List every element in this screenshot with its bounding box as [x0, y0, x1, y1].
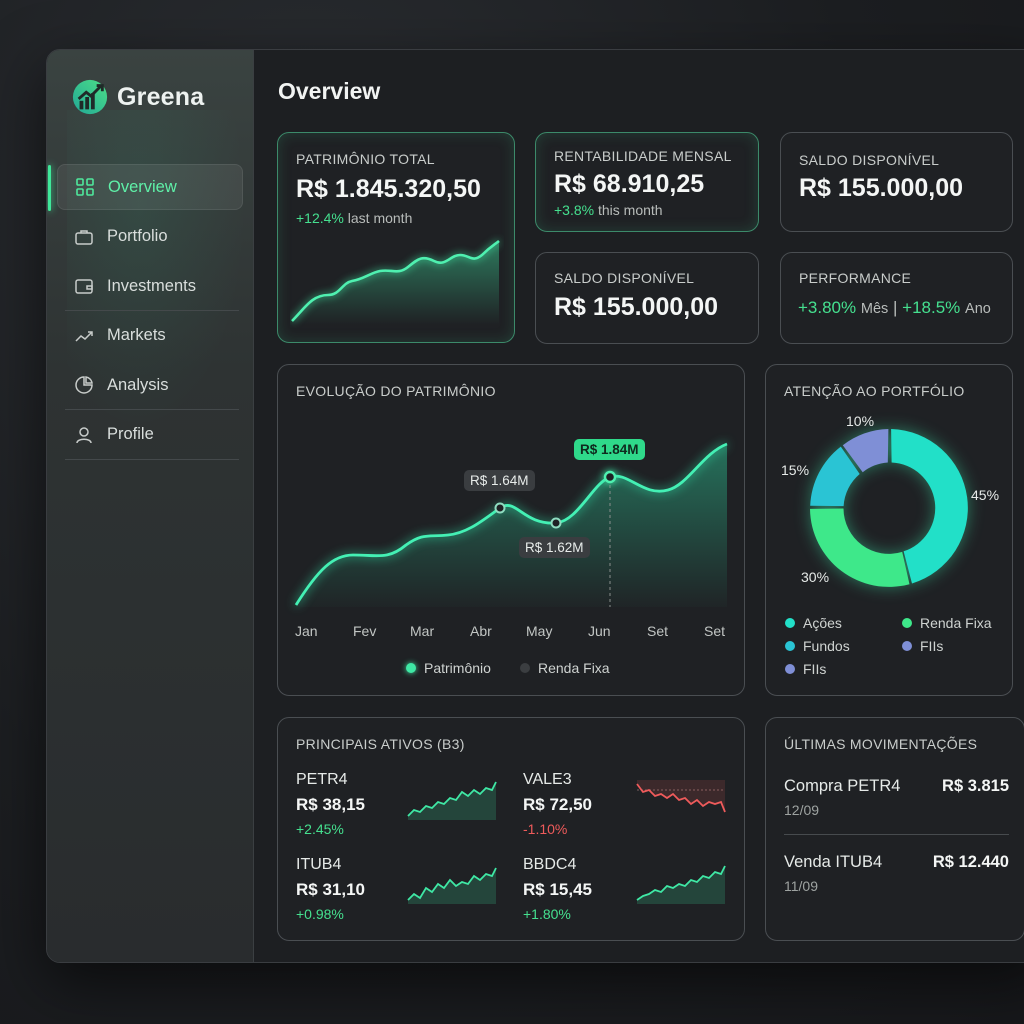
sidebar-item-label: Analysis	[107, 375, 169, 394]
app-window: Greena Overview Portfolio Investments	[46, 49, 1024, 963]
x-tick: Abr	[470, 623, 492, 639]
ativos-title: PRINCIPAIS ATIVOS (B3)	[296, 736, 465, 752]
legend-fundos[interactable]: Fundos	[785, 638, 850, 654]
saldo-card-secondary[interactable]: SALDO DISPONÍVEL R$ 155.000,00	[535, 252, 759, 344]
asset-itub4[interactable]: ITUB4 R$ 31,10 +0.98%	[296, 856, 365, 922]
slice-45	[891, 429, 968, 584]
movimentacoes-title: ÚLTIMAS MOVIMENTAÇÕES	[784, 736, 978, 752]
sidebar-item-portfolio[interactable]: Portfolio	[57, 214, 243, 260]
main-content: Overview PATRIMÔNIO TOTAL R$ 1.845.320,5…	[254, 50, 1024, 962]
sidebar-item-label: Overview	[108, 177, 177, 196]
sidebar-nav: Overview Portfolio Investments Markets	[48, 164, 243, 461]
pie-chart-icon	[73, 374, 95, 396]
ativos-card[interactable]: PRINCIPAIS ATIVOS (B3) PETR4 R$ 38,15 +2…	[277, 717, 745, 941]
movimentacao-row[interactable]: Venda ITUB4 R$ 12.440 11/09	[784, 853, 1009, 894]
x-tick: Set	[647, 623, 669, 639]
rentabilidade-card[interactable]: RENTABILIDADE MENSAL R$ 68.910,25 +3.8% …	[535, 132, 759, 232]
slice-label-30: 30%	[801, 569, 830, 585]
asset-vale3[interactable]: VALE3 R$ 72,50 -1.10%	[523, 771, 592, 837]
itub4-sparkline	[407, 867, 497, 904]
tooltip-abr: R$ 1.64M	[464, 470, 535, 491]
evolucao-chart	[294, 442, 728, 607]
user-icon	[73, 424, 95, 446]
grid-icon	[74, 176, 96, 198]
sidebar-item-overview[interactable]: Overview	[48, 164, 243, 211]
saldo-label: SALDO DISPONÍVEL	[554, 270, 695, 286]
x-tick: Jan	[295, 623, 318, 639]
patrimonio-card[interactable]: PATRIMÔNIO TOTAL R$ 1.845.320,50 +12.4% …	[277, 132, 515, 343]
legend-patrimonio[interactable]: Patrimônio	[406, 660, 491, 676]
performance-label: PERFORMANCE	[799, 270, 912, 286]
x-tick: Mar	[410, 623, 435, 639]
atencao-card[interactable]: ATENÇÃO AO PORTFÓLIO 45% 30% 15% 10% Açõ…	[765, 364, 1013, 696]
saldo-card[interactable]: SALDO DISPONÍVEL R$ 155.000,00	[780, 132, 1013, 232]
allocation-donut	[810, 429, 968, 587]
legend-acoes[interactable]: Ações	[785, 615, 842, 631]
patrimonio-change: +12.4% last month	[296, 210, 413, 226]
asset-bbdc4[interactable]: BBDC4 R$ 15,45 +1.80%	[523, 856, 592, 922]
saldo-label: SALDO DISPONÍVEL	[799, 152, 940, 168]
x-tick: Fev	[353, 623, 377, 639]
legend-renda-fixa[interactable]: Renda Fixa	[902, 615, 992, 631]
patrimonio-sparkline	[291, 239, 500, 325]
saldo-value: R$ 155.000,00	[554, 293, 719, 321]
wallet-icon	[73, 275, 95, 297]
tooltip-jun: R$ 1.84M	[574, 439, 645, 460]
trend-icon	[73, 325, 95, 347]
sidebar: Greena Overview Portfolio Investments	[47, 50, 254, 962]
slice-15	[810, 446, 860, 507]
slice-label-10: 10%	[846, 413, 875, 429]
vale3-sparkline	[636, 780, 726, 813]
tooltip-may: R$ 1.62M	[519, 537, 590, 558]
slice-10	[842, 429, 889, 473]
point-may	[550, 517, 562, 529]
performance-card[interactable]: PERFORMANCE +3.80% Mês | +18.5% Ano	[780, 252, 1013, 344]
sidebar-item-analysis[interactable]: Analysis	[57, 362, 243, 410]
app-name: Greena	[117, 82, 205, 111]
point-jun	[603, 470, 617, 484]
sidebar-item-markets[interactable]: Markets	[57, 313, 243, 359]
patrimonio-value: R$ 1.845.320,50	[296, 175, 481, 203]
page-title: Overview	[278, 78, 381, 104]
slice-label-15: 15%	[781, 462, 810, 478]
chart-title: EVOLUÇÃO DO PATRIMÔNIO	[296, 383, 496, 399]
sidebar-item-label: Portfolio	[107, 227, 168, 245]
divider	[784, 834, 1009, 835]
asset-petr4[interactable]: PETR4 R$ 38,15 +2.45%	[296, 771, 365, 837]
performance-values: +3.80% Mês | +18.5% Ano	[798, 298, 991, 317]
sidebar-item-profile[interactable]: Profile	[57, 412, 243, 460]
slice-label-45: 45%	[971, 487, 1000, 503]
petr4-sparkline	[407, 781, 497, 820]
donut-title: ATENÇÃO AO PORTFÓLIO	[784, 383, 965, 399]
sidebar-item-label: Investments	[107, 276, 196, 295]
point-abr	[494, 502, 506, 514]
bbdc4-sparkline	[636, 865, 726, 904]
logo-icon	[72, 79, 108, 115]
patrimonio-label: PATRIMÔNIO TOTAL	[296, 151, 435, 167]
movimentacao-row[interactable]: Compra PETR4 R$ 3.815 12/09	[784, 777, 1009, 818]
evolucao-chart-card[interactable]: EVOLUÇÃO DO PATRIMÔNIO R$ 1.64M R$ 1.62M…	[277, 364, 745, 696]
legend-fiis[interactable]: FIIs	[902, 638, 943, 654]
x-tick: Set	[704, 623, 726, 639]
saldo-value: R$ 155.000,00	[799, 174, 964, 202]
x-tick: Jun	[588, 623, 611, 639]
movimentacoes-card[interactable]: ÚLTIMAS MOVIMENTAÇÕES Compra PETR4 R$ 3.…	[765, 717, 1024, 941]
rentabilidade-value: R$ 68.910,25	[554, 170, 705, 198]
sidebar-item-label: Profile	[107, 425, 154, 443]
legend-renda-fixa[interactable]: Renda Fixa	[520, 660, 610, 676]
sidebar-item-investments[interactable]: Investments	[57, 263, 243, 311]
slice-30	[810, 508, 910, 587]
legend-fiis-2[interactable]: FIIs	[785, 661, 826, 677]
logo[interactable]: Greena	[71, 78, 204, 116]
briefcase-icon	[73, 226, 95, 248]
patrimonio-area	[296, 444, 727, 607]
rentabilidade-change: +3.8% this month	[554, 202, 663, 218]
rentabilidade-label: RENTABILIDADE MENSAL	[554, 148, 732, 164]
sidebar-item-label: Markets	[107, 326, 166, 344]
x-tick: May	[526, 623, 553, 639]
